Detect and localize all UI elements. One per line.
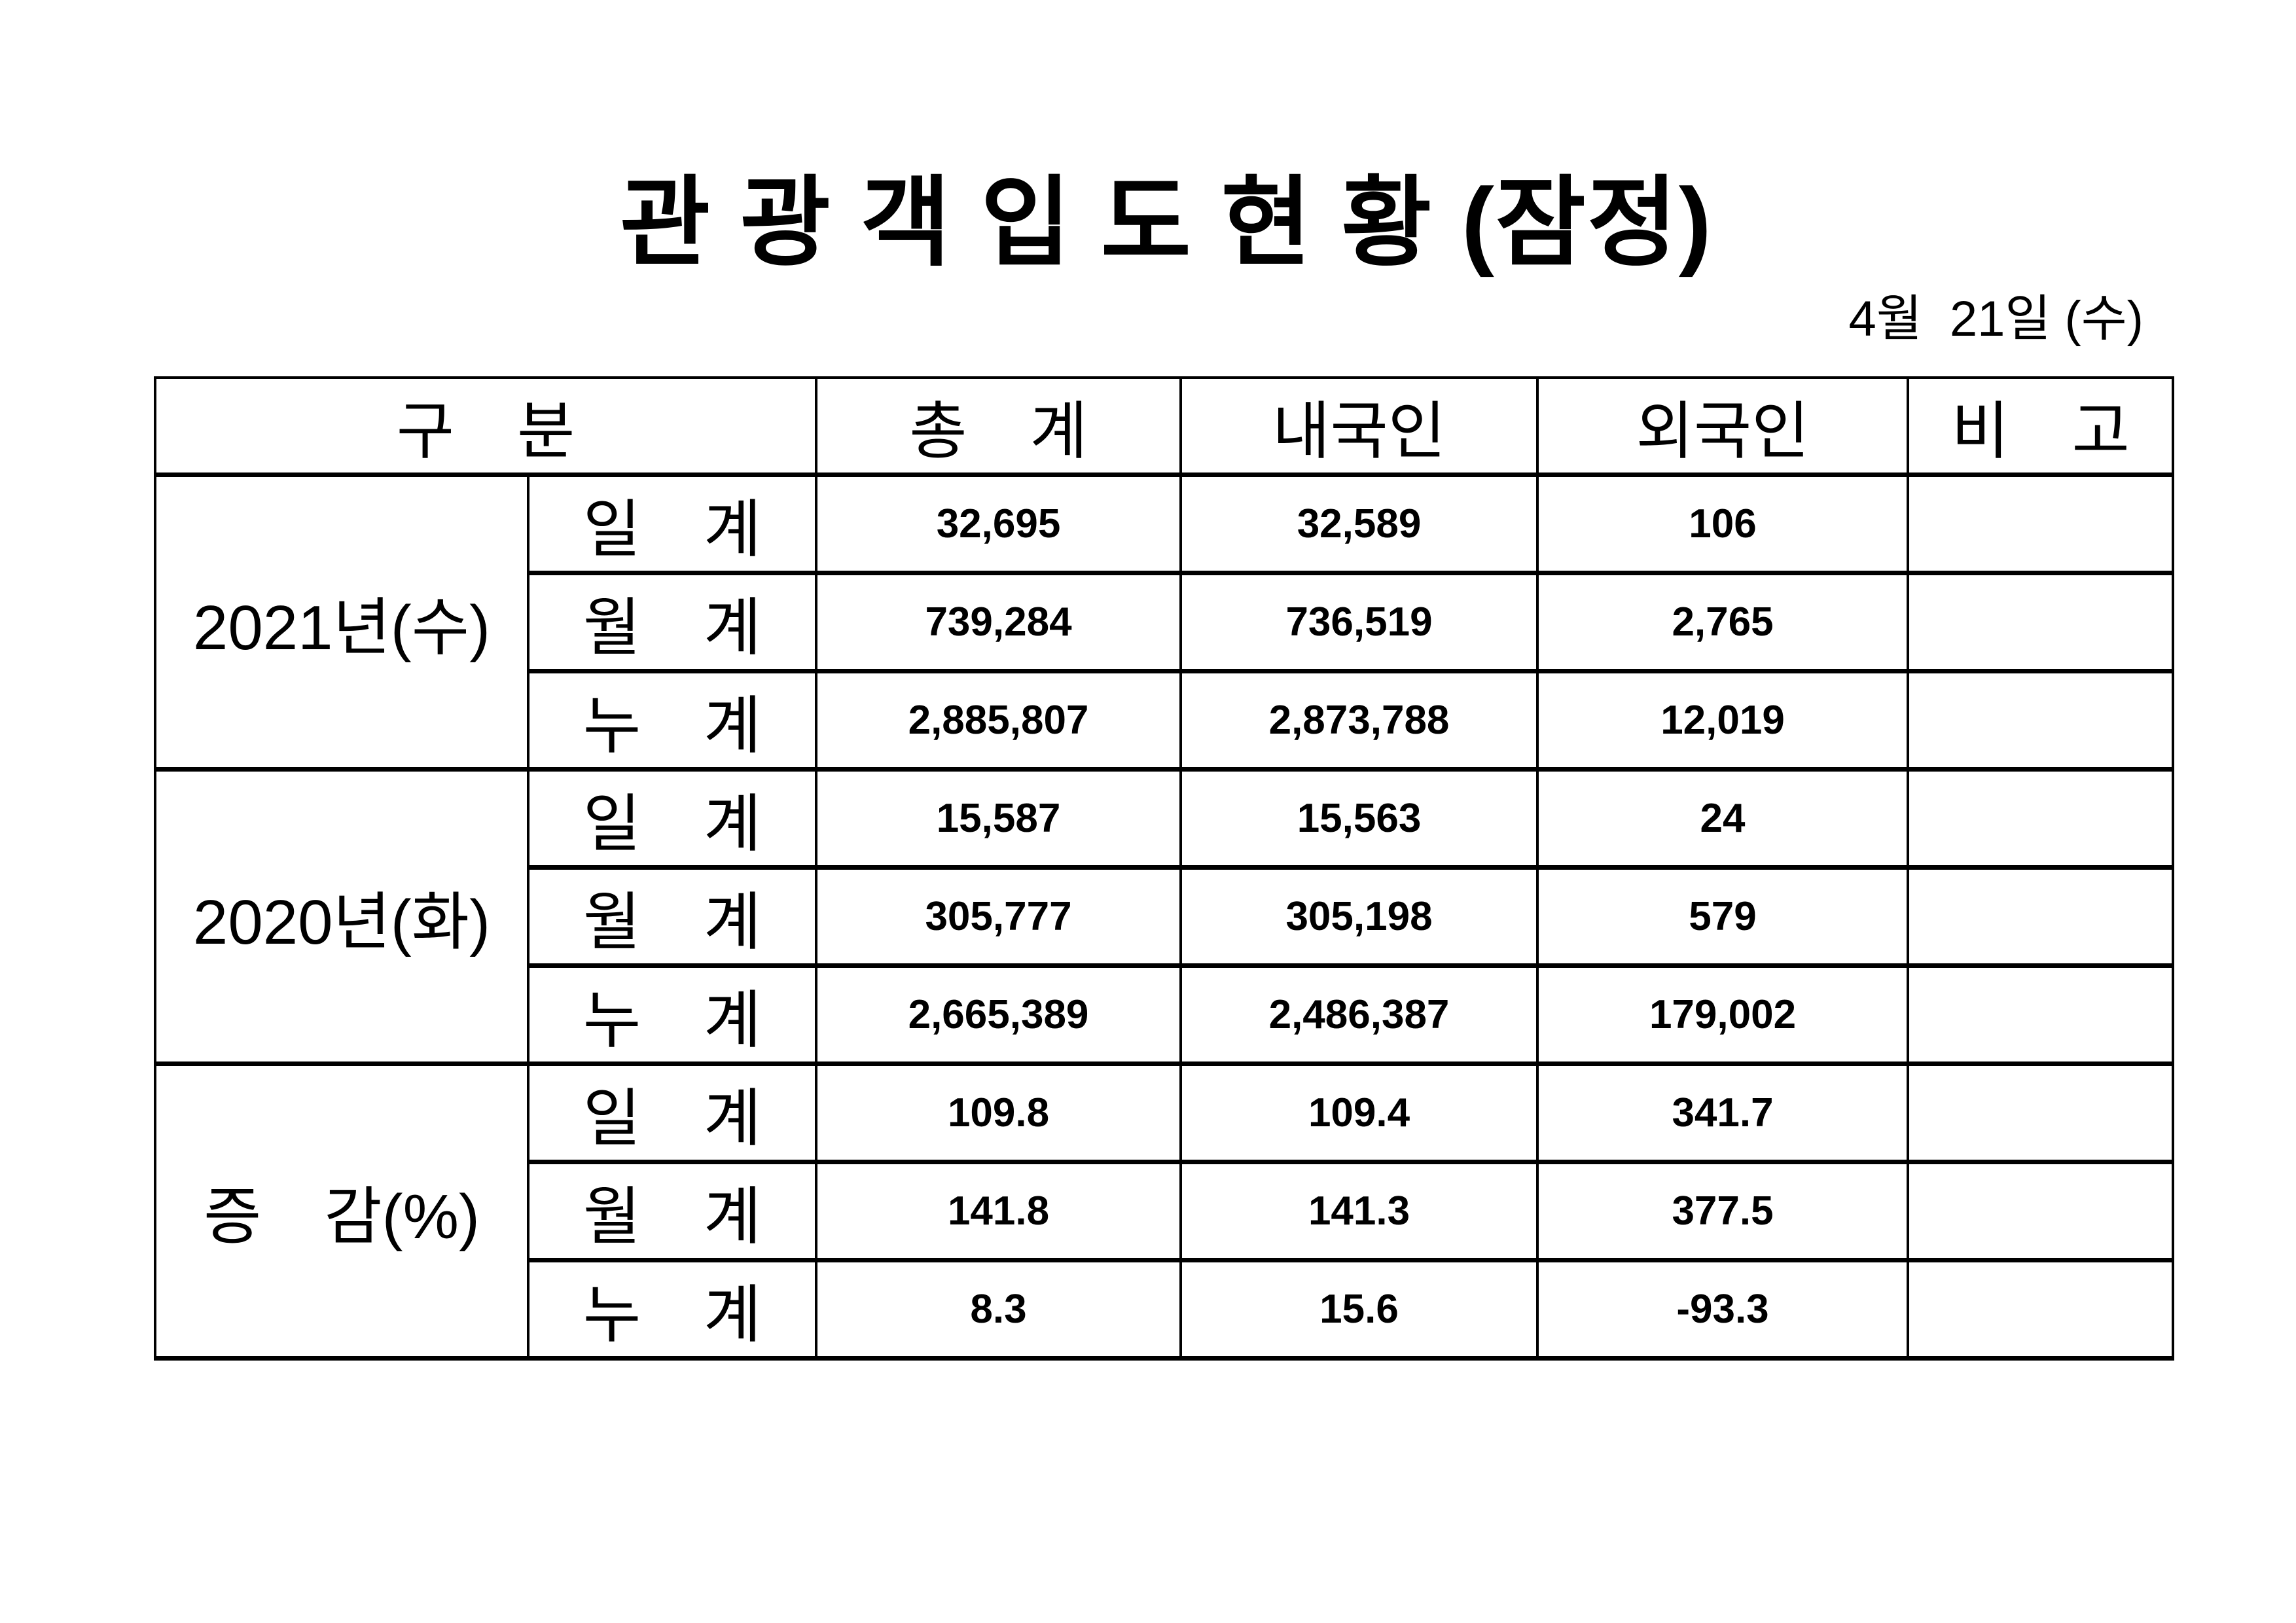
table-row: 누 계 2,885,807 2,873,788 12,019: [155, 669, 2175, 772]
row-label: 누 계: [526, 963, 818, 1066]
header-row: 구 분 총 계 내국인 외국인 비 고: [153, 376, 2175, 477]
cell-domestic: 2,873,788: [1179, 669, 1539, 772]
cell-foreign: 106: [1536, 473, 1910, 575]
header-category: 구 분: [153, 376, 818, 477]
table-row: 누 계 8.3 15.6 -93.3: [155, 1258, 2175, 1361]
cell-foreign: 12,019: [1536, 669, 1910, 772]
cell-total: 32,695: [815, 473, 1183, 575]
table-row: 월 계 739,284 736,519 2,765: [155, 571, 2175, 673]
header-total: 총 계: [815, 376, 1183, 477]
cell-note: [1907, 865, 2175, 968]
cell-note: [1907, 1061, 2175, 1164]
header-note: 비 고: [1907, 376, 2175, 477]
cell-note: [1907, 473, 2175, 575]
table-row: 월 계 305,777 305,198 579: [155, 865, 2175, 968]
group-name-2020: 2020년(화): [154, 767, 529, 1066]
header-foreign: 외국인: [1536, 376, 1910, 477]
cell-foreign: 179,002: [1536, 963, 1910, 1066]
cell-note: [1907, 669, 2175, 772]
cell-domestic: 2,486,387: [1179, 963, 1539, 1066]
row-label: 누 계: [526, 1258, 818, 1361]
row-label: 일 계: [526, 1061, 818, 1164]
table-row: 증 감(%) 일 계 109.8 109.4 341.7: [154, 1061, 2175, 1361]
cell-foreign: 2,765: [1536, 571, 1910, 673]
cell-total: 15,587: [815, 767, 1183, 870]
cell-total: 109.8: [815, 1061, 1183, 1164]
cell-foreign: 24: [1536, 767, 1910, 870]
cell-domestic: 15.6: [1179, 1258, 1539, 1361]
table-row: 2020년(화) 일 계 15,587 15,563 24: [154, 767, 2175, 1066]
cell-foreign: 579: [1536, 865, 1910, 968]
cell-domestic: 32,589: [1179, 473, 1539, 575]
table-row: 2021년(수) 일 계 32,695 32,589 106: [154, 473, 2175, 772]
cell-domestic: 141.3: [1179, 1160, 1539, 1262]
row-label: 월 계: [526, 1160, 818, 1262]
cell-total: 739,284: [815, 571, 1183, 673]
row-label: 월 계: [526, 571, 818, 673]
table-row: 월 계 141.8 141.3 377.5: [155, 1160, 2175, 1262]
group-name-2021: 2021년(수): [154, 473, 529, 772]
cell-total: 8.3: [815, 1258, 1183, 1361]
row-label: 일 계: [526, 473, 818, 575]
cell-domestic: 305,198: [1179, 865, 1539, 968]
tourist-arrival-table: 구 분 총 계 내국인 외국인 비 고 2021년(수) 일 계 32,695 …: [153, 376, 2175, 1361]
cell-note: [1907, 1258, 2175, 1361]
cell-total: 2,665,389: [815, 963, 1183, 1066]
row-label: 누 계: [526, 669, 818, 772]
cell-total: 305,777: [815, 865, 1183, 968]
cell-domestic: 736,519: [1179, 571, 1539, 673]
cell-foreign: -93.3: [1536, 1258, 1910, 1361]
cell-total: 2,885,807: [815, 669, 1183, 772]
cell-domestic: 15,563: [1179, 767, 1539, 870]
row-label: 일 계: [526, 767, 818, 870]
row-label: 월 계: [526, 865, 818, 968]
cell-note: [1907, 767, 2175, 870]
document-title: 관 광 객 입 도 현 황 (잠정): [620, 168, 1713, 277]
cell-note: [1907, 571, 2175, 673]
cell-domestic: 109.4: [1179, 1061, 1539, 1164]
cell-foreign: 341.7: [1536, 1061, 1910, 1164]
header-domestic: 내국인: [1179, 376, 1539, 477]
group-name-change: 증 감(%): [154, 1061, 529, 1361]
cell-foreign: 377.5: [1536, 1160, 1910, 1262]
cell-total: 141.8: [815, 1160, 1183, 1262]
cell-note: [1907, 963, 2175, 1066]
cell-note: [1907, 1160, 2175, 1262]
table-row: 누 계 2,665,389 2,486,387 179,002: [155, 963, 2175, 1066]
report-date: 4월 21일 (수): [1848, 291, 2144, 347]
